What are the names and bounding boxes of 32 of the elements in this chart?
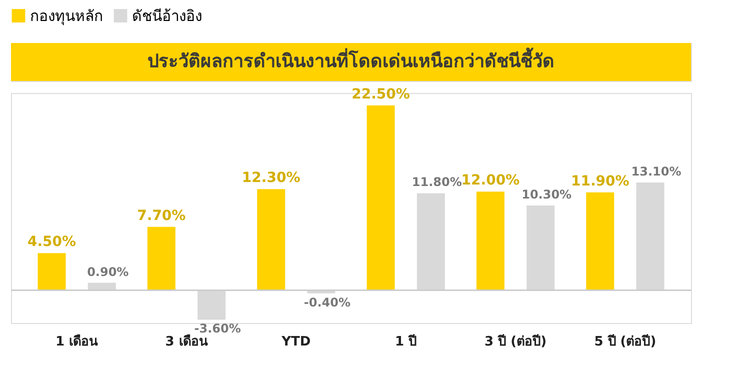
chart-title: ประวัติผลการดำเนินงานที่โดดเด่นเหนือกว่าดัชนีชี้วัด — [148, 47, 554, 72]
x-tick-label: 1 เดือน — [56, 334, 98, 350]
x-tick-label: YTD — [280, 334, 311, 350]
x-tick-label: 5 ปี (ต่อปี) — [594, 334, 656, 350]
bar — [416, 193, 445, 290]
bar — [198, 290, 226, 320]
data-label: 0.90% — [87, 264, 129, 279]
data-label: 4.50% — [27, 234, 76, 250]
data-label: -0.40% — [304, 295, 351, 310]
data-label: -3.60% — [194, 322, 241, 336]
bar — [307, 290, 336, 294]
bar — [586, 192, 614, 290]
data-label: 10.30% — [522, 188, 572, 202]
data-label: 22.50% — [352, 86, 410, 102]
legend-label: ดัชนีอ้างอิง — [132, 6, 202, 25]
x-tick-label: 3 เดือน — [165, 334, 208, 350]
bar — [38, 253, 66, 290]
x-tick-label: 1 ปี — [395, 334, 417, 350]
bar — [636, 182, 664, 290]
data-label: 11.80% — [412, 175, 462, 190]
bar — [257, 189, 286, 290]
bar — [147, 226, 176, 290]
data-label: 12.30% — [242, 170, 300, 186]
x-tick-label: 3 ปี (ต่อปี) — [484, 334, 547, 350]
bar — [366, 105, 395, 290]
legend-label: กองทุนหลัก — [30, 6, 103, 26]
bar — [476, 192, 504, 290]
data-label: 11.90% — [570, 173, 630, 190]
data-label: 7.70% — [137, 208, 186, 224]
data-label: 12.00% — [461, 172, 520, 189]
data-label: 13.10% — [631, 164, 682, 179]
bar — [526, 206, 555, 290]
